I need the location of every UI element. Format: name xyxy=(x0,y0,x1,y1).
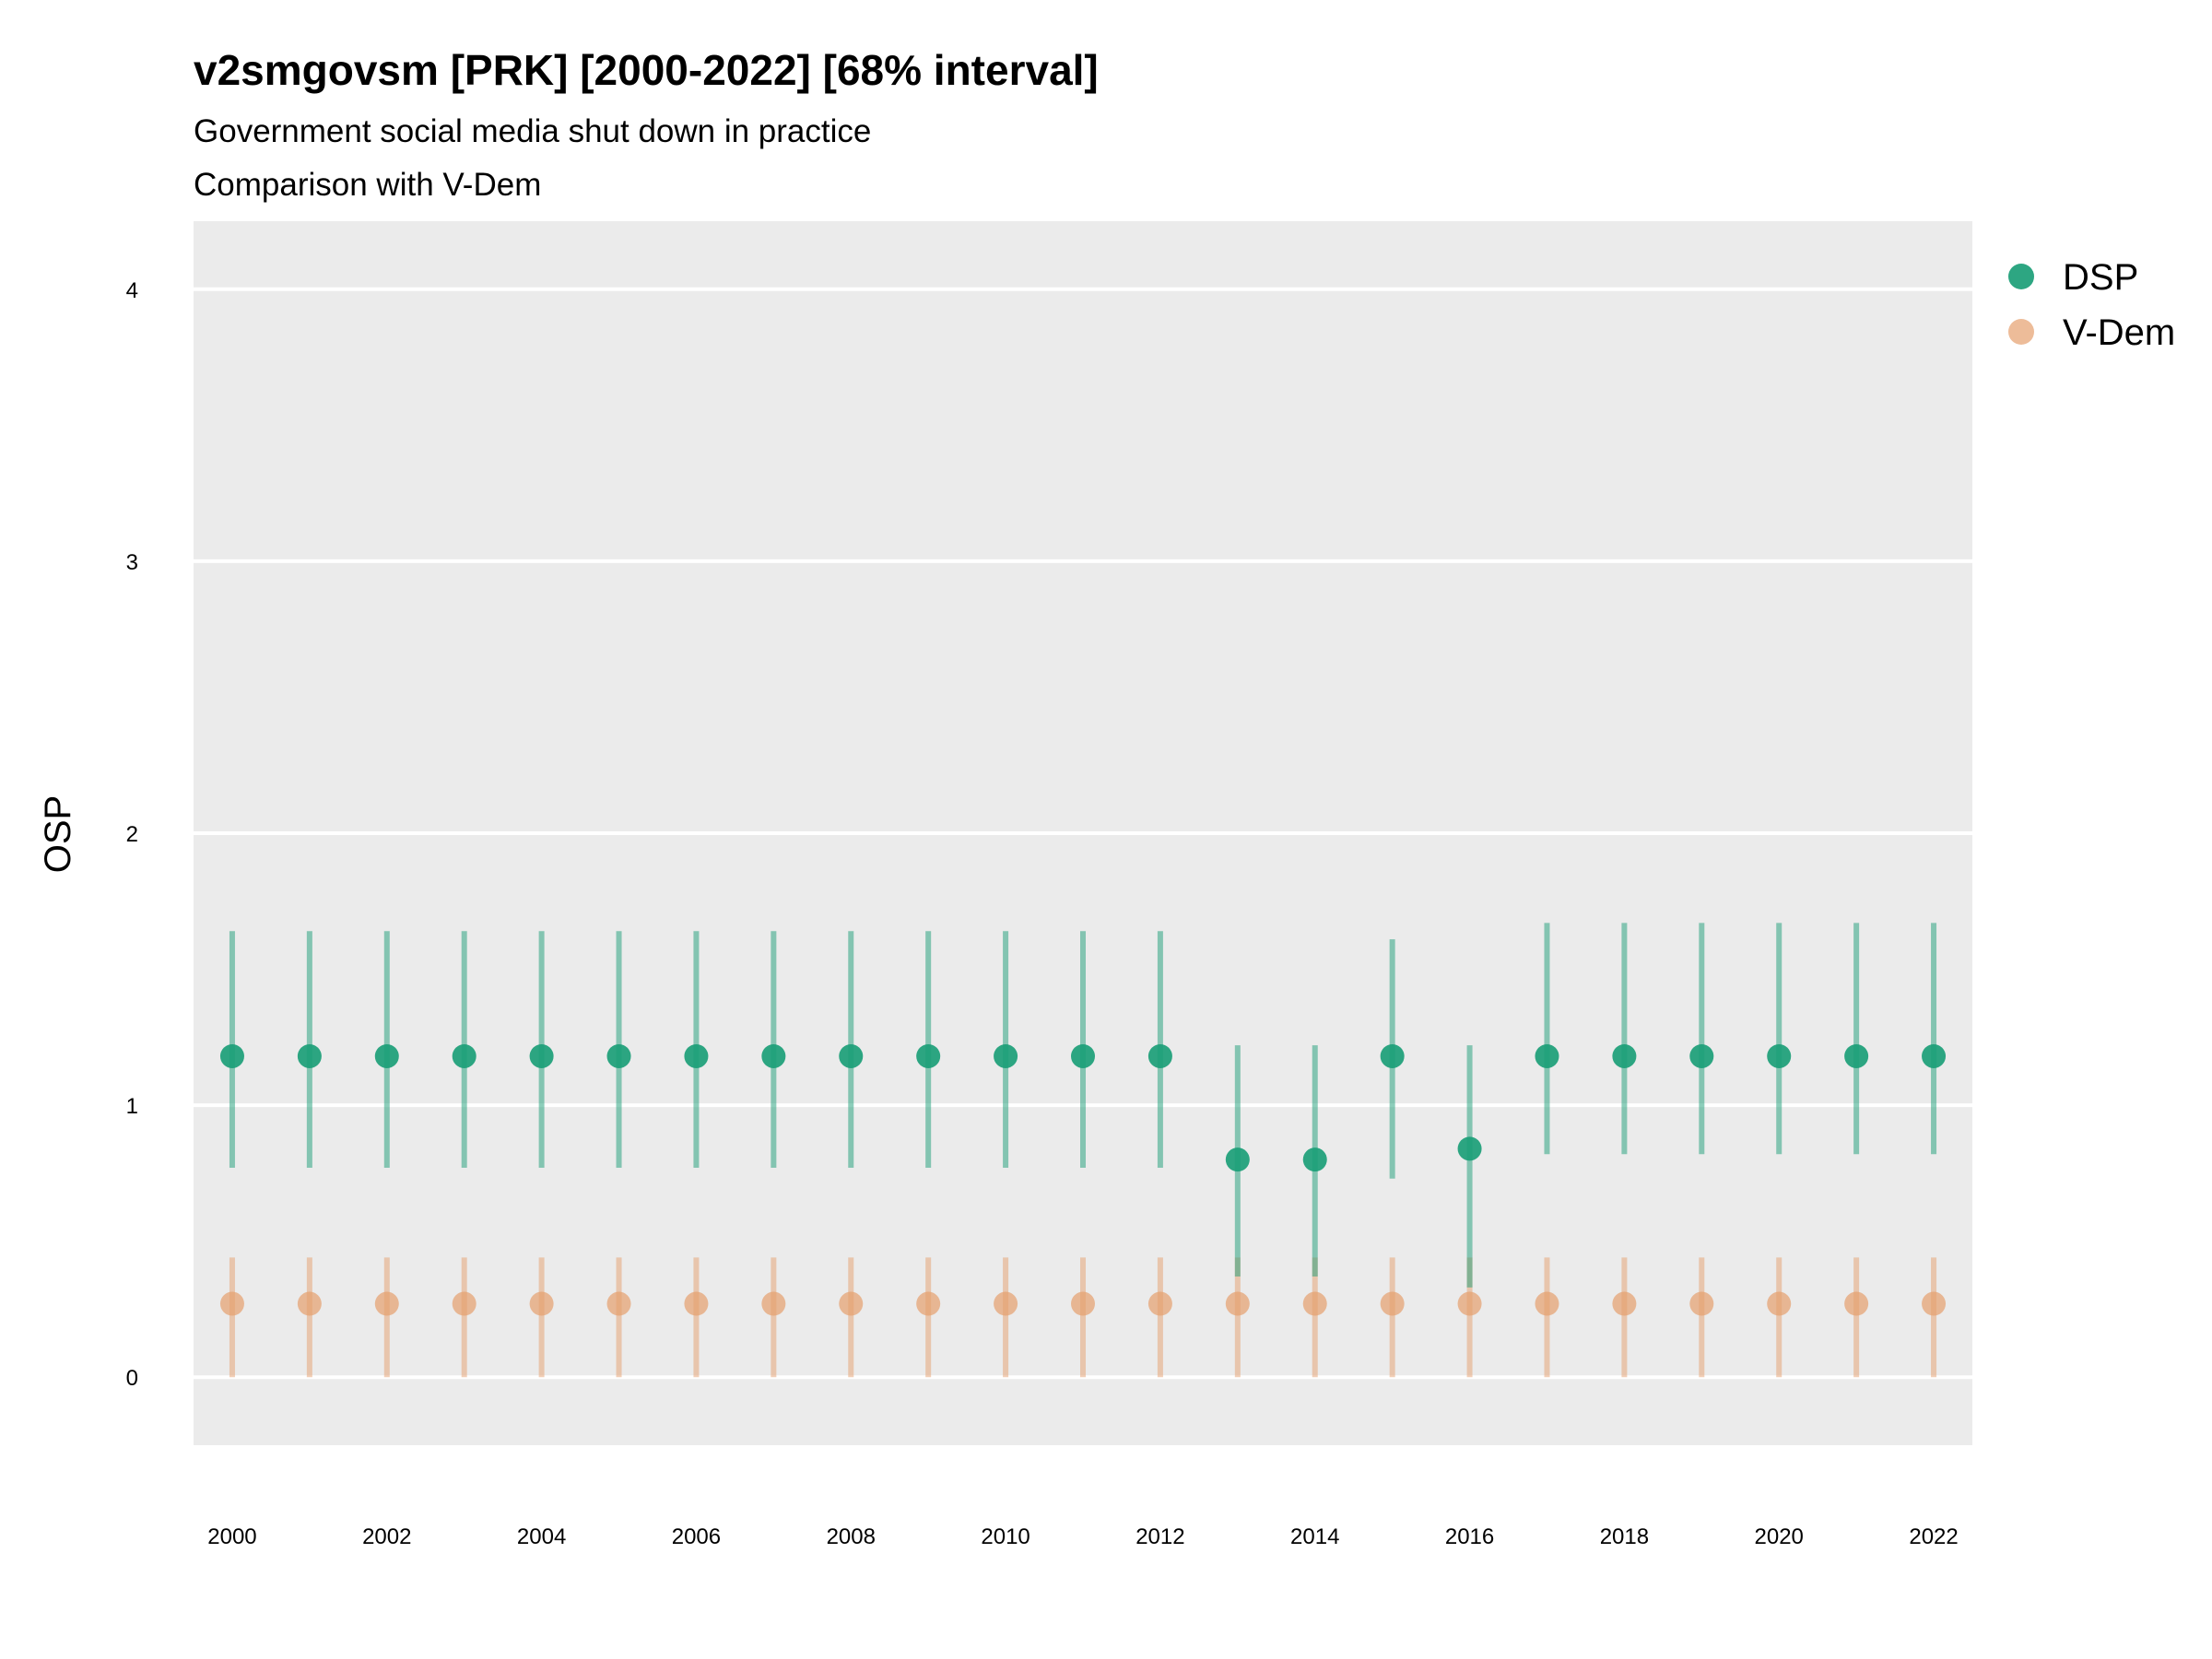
x-tick-label-2010: 2010 xyxy=(981,1524,1030,1549)
x-axis-ticks: 2000 2002 2004 2006 2008 2010 2012 2014 2016 2018… xyxy=(207,1524,1958,1549)
v-dem-point-2002 xyxy=(374,1291,399,1316)
dsp-point-2007 xyxy=(761,1043,786,1068)
v-dem-point-2012 xyxy=(1147,1291,1172,1316)
y-axis-ticks: 0 1 2 3 4 xyxy=(126,278,138,1391)
v-dem-point-2015 xyxy=(1380,1291,1405,1316)
v-dem-point-2000 xyxy=(219,1291,244,1316)
v-dem-point-2001 xyxy=(297,1291,322,1316)
v-dem-point-2014 xyxy=(1302,1291,1327,1316)
y-tick-label-1: 1 xyxy=(126,1094,138,1119)
chart-title: v2smgovsm [PRK] [2000-2022] [68% interva… xyxy=(194,46,1099,94)
dsp-point-2012 xyxy=(1147,1043,1172,1068)
v-dem-point-2004 xyxy=(529,1291,554,1316)
dsp-point-2008 xyxy=(839,1043,864,1068)
dsp-point-2002 xyxy=(374,1043,399,1068)
v-dem-point-2010 xyxy=(994,1291,1018,1316)
dsp-point-2017 xyxy=(1535,1043,1559,1068)
v-dem-point-2018 xyxy=(1612,1291,1637,1316)
dsp-point-2005 xyxy=(606,1043,631,1068)
x-tick-label-2004: 2004 xyxy=(517,1524,566,1549)
dsp-point-2020 xyxy=(1767,1043,1792,1068)
series-v-dem xyxy=(219,1257,1947,1378)
dsp-point-2018 xyxy=(1612,1043,1637,1068)
dsp-point-2001 xyxy=(297,1043,322,1068)
v-dem-point-2020 xyxy=(1767,1291,1792,1316)
v-dem-point-2007 xyxy=(761,1291,786,1316)
v-dem-point-2005 xyxy=(606,1291,631,1316)
dsp-point-2000 xyxy=(219,1043,244,1068)
legend-label-dsp: DSP xyxy=(2063,257,2138,298)
y-tick-label-3: 3 xyxy=(126,550,138,575)
legend: DSP V-Dem xyxy=(2008,257,2175,353)
y-axis-label: OSP xyxy=(38,795,78,873)
x-tick-label-2012: 2012 xyxy=(1135,1524,1184,1549)
x-tick-label-2006: 2006 xyxy=(672,1524,721,1549)
dsp-point-2010 xyxy=(994,1043,1018,1068)
dsp-point-2004 xyxy=(529,1043,554,1068)
legend-label-v-dem: V-Dem xyxy=(2063,312,2175,353)
dsp-point-2003 xyxy=(452,1043,477,1068)
x-tick-label-2000: 2000 xyxy=(207,1524,256,1549)
dsp-point-2015 xyxy=(1380,1043,1405,1068)
v-dem-point-2003 xyxy=(452,1291,477,1316)
v-dem-point-2019 xyxy=(1689,1291,1714,1316)
v-dem-point-2017 xyxy=(1535,1291,1559,1316)
dsp-point-2013 xyxy=(1225,1147,1250,1172)
v-dem-point-2022 xyxy=(1922,1291,1947,1316)
dsp-point-2022 xyxy=(1922,1043,1947,1068)
series-layer xyxy=(219,923,1947,1378)
x-tick-label-2008: 2008 xyxy=(827,1524,876,1549)
chart-subtitle-2: Comparison with V-Dem xyxy=(194,167,541,203)
dsp-point-2021 xyxy=(1844,1043,1869,1068)
x-tick-label-2018: 2018 xyxy=(1600,1524,1649,1549)
series-dsp xyxy=(219,923,1947,1288)
v-dem-point-2013 xyxy=(1225,1291,1250,1316)
x-tick-label-2022: 2022 xyxy=(1909,1524,1958,1549)
chart-subtitle: Government social media shut down in pra… xyxy=(194,113,871,149)
x-tick-label-2020: 2020 xyxy=(1755,1524,1804,1549)
x-tick-label-2014: 2014 xyxy=(1290,1524,1339,1549)
legend-key-dsp xyxy=(2008,264,2034,289)
y-tick-label-2: 2 xyxy=(126,822,138,847)
legend-key-v-dem xyxy=(2008,319,2034,345)
dsp-point-2006 xyxy=(684,1043,709,1068)
v-dem-point-2016 xyxy=(1457,1291,1482,1316)
x-tick-label-2016: 2016 xyxy=(1445,1524,1494,1549)
v-dem-point-2021 xyxy=(1844,1291,1869,1316)
dsp-point-2019 xyxy=(1689,1043,1714,1068)
v-dem-point-2006 xyxy=(684,1291,709,1316)
dsp-point-2009 xyxy=(916,1043,941,1068)
y-tick-label-0: 0 xyxy=(126,1366,138,1391)
dsp-point-2016 xyxy=(1457,1136,1482,1161)
v-dem-point-2009 xyxy=(916,1291,941,1316)
y-tick-label-4: 4 xyxy=(126,278,138,303)
v-dem-point-2008 xyxy=(839,1291,864,1316)
v-dem-point-2011 xyxy=(1071,1291,1095,1316)
x-tick-label-2002: 2002 xyxy=(362,1524,411,1549)
dsp-point-2011 xyxy=(1071,1043,1095,1068)
dsp-point-2014 xyxy=(1302,1147,1327,1172)
